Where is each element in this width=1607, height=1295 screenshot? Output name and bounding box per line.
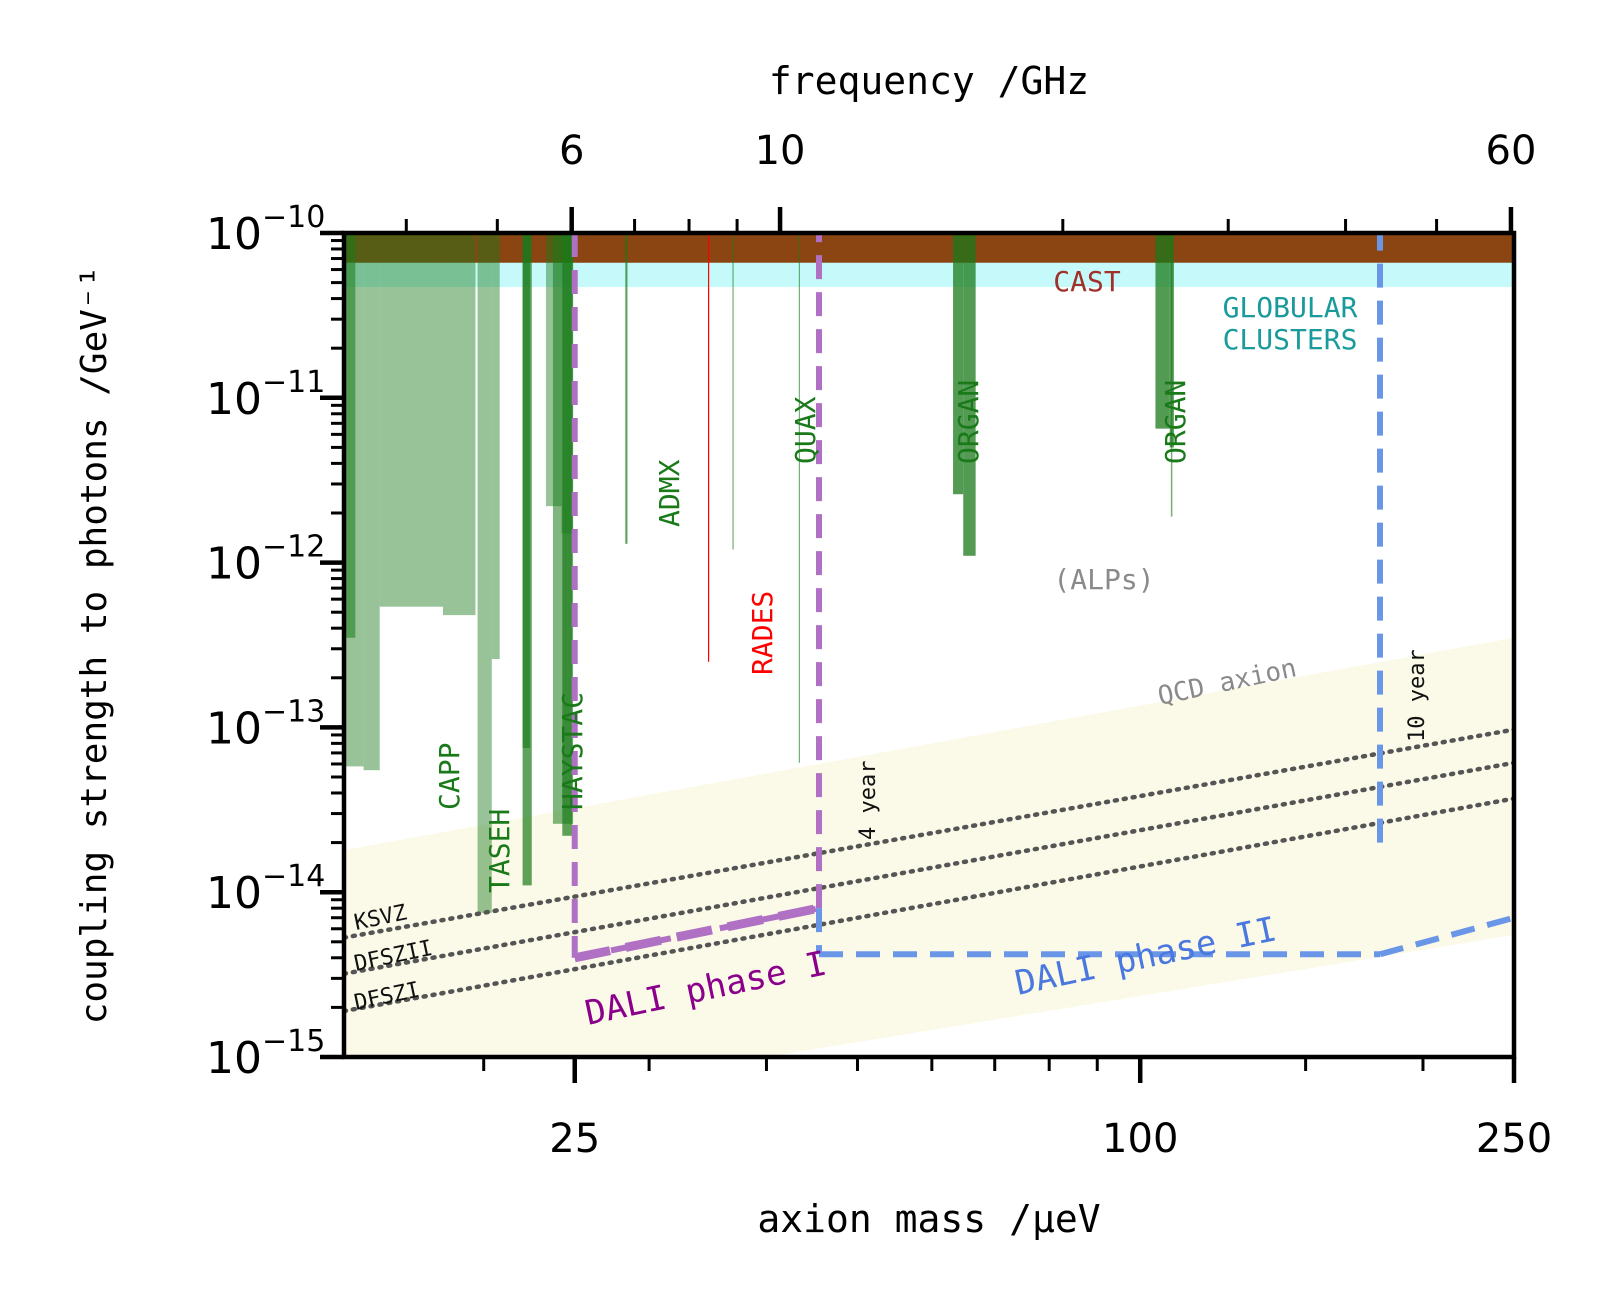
haystac-exclusion-region [562,233,573,836]
cast-label: CAST [1053,265,1121,298]
x-tick-label: 100 [1102,1116,1178,1162]
top-axis-title: frequency /GHz [769,59,1089,103]
x-tick-label: 25 [549,1116,600,1162]
globular-label: GLOBULAR [1223,291,1358,324]
y-tick-label: 10 [206,374,262,425]
capp-exclusion-region [491,233,500,660]
organ-exclusion-region [953,233,964,495]
admx-label: ADMX [653,459,686,527]
quax-exclusion-region [732,233,734,550]
admx-exclusion-region [625,233,628,544]
dali-phase-i-floor [573,903,820,963]
capp-label: CAPP [433,743,466,810]
y-tick-label: 10 [206,1033,262,1084]
y-tick-label: 10 [206,868,262,919]
organ-exclusion-region [963,233,976,556]
organ-label-1: ORGAN [952,380,985,464]
quax-exclusion-region [798,233,800,763]
capp-exclusion-region [477,233,492,913]
qcd-axion-band [344,637,1514,1057]
quax-label: QUAX [789,396,822,464]
haystac-label: HAYSTAC [556,692,589,810]
y-tick-label: 10 [206,209,262,260]
ksvz-model-line [344,727,1514,940]
y-tick-exponent: −12 [262,530,325,565]
capp-exclusion-region [363,233,380,771]
freq-tick-label: 10 [755,128,806,174]
dfszii-model-line [344,760,1514,977]
freq-tick-label: 6 [559,128,584,174]
plot-frame [341,230,1517,1060]
capp-exclusion-region [344,233,356,638]
y-axis-title: coupling strength to photons /GeV⁻¹ [74,266,115,1025]
freq-tick-label: 60 [1486,128,1537,174]
capp-exclusion-region [379,233,443,607]
organ-label-2: ORGAN [1159,380,1192,464]
alps-label: (ALPs) [1053,563,1154,596]
x-axis-title: axion mass /μeV [757,1197,1100,1241]
organ-exclusion-region [1170,233,1173,517]
y-tick-exponent: −11 [262,365,325,400]
dali-phase-ii-sensitivity-segment [1379,914,1514,958]
capp-exclusion-region [442,233,476,616]
four-year-label: 4 year [856,761,881,840]
y-tick-exponent: −10 [262,200,325,235]
y-tick-label: 10 [206,703,262,754]
dfszi-model-line [344,796,1514,1014]
rades-label: RADES [746,591,779,675]
y-tick-exponent: −13 [262,694,325,729]
clusters-label: CLUSTERS [1223,323,1358,356]
cast-band [344,233,1514,263]
taseh-label: TASEH [483,809,516,893]
x-tick-label: 250 [1476,1116,1552,1162]
y-tick-exponent: −15 [262,1024,325,1059]
rades-exclusion-region [708,233,710,662]
y-tick-exponent: −14 [262,859,325,894]
y-tick-label: 10 [206,539,262,590]
taseh-exclusion-region [522,233,530,748]
organ-exclusion-region [1155,233,1170,429]
ten-year-label: 10 year [1405,649,1430,742]
